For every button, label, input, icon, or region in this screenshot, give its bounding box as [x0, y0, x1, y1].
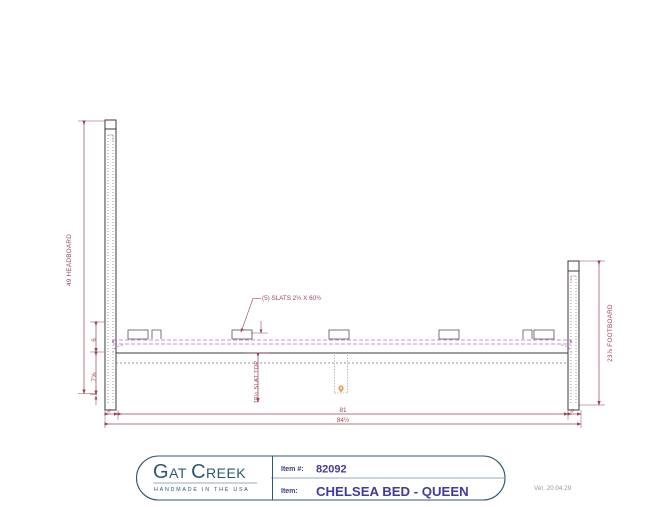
svg-text:81: 81 — [339, 407, 347, 414]
svg-text:7⅝: 7⅝ — [91, 372, 98, 382]
svg-text:Item #:: Item #: — [281, 466, 304, 473]
svg-text:6: 6 — [91, 338, 98, 342]
svg-text:23⅞ FOOTBOARD: 23⅞ FOOTBOARD — [607, 304, 614, 362]
svg-text:CHELSEA BED - QUEEN: CHELSEA BED - QUEEN — [316, 484, 469, 499]
svg-text:(5) SLATS 2½ X 60½: (5) SLATS 2½ X 60½ — [262, 294, 322, 302]
svg-text:Ver. 20.04.29: Ver. 20.04.29 — [534, 485, 572, 492]
svg-text:10½ SLAT TOP: 10½ SLAT TOP — [253, 361, 260, 404]
svg-text:82092: 82092 — [316, 464, 347, 476]
svg-text:GAT CREEK: GAT CREEK — [153, 461, 246, 483]
svg-text:Item:: Item: — [281, 488, 298, 495]
svg-text:84½: 84½ — [337, 416, 350, 424]
svg-text:49 HEADBOARD: 49 HEADBOARD — [66, 234, 73, 286]
svg-text:HANDMADE IN THE USA: HANDMADE IN THE USA — [154, 487, 250, 493]
